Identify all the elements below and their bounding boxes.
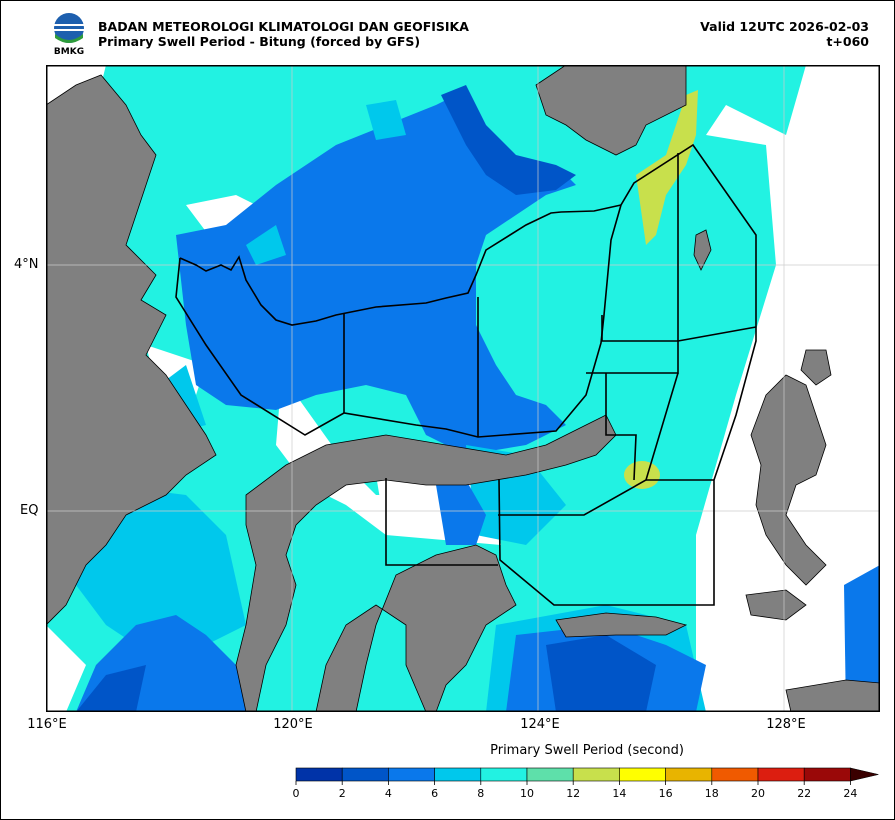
colorbar-swatch — [665, 767, 713, 782]
bmkg-logo: BMKG — [54, 13, 84, 56]
colorbar-swatch — [619, 767, 666, 782]
lat-label-4n: 4°N — [14, 257, 39, 272]
product-title: Primary Swell Period - Bitung (forced by… — [98, 34, 421, 49]
colorbar: 0 2 4 6 8 10 12 14 16 18 20 22 24 — [293, 767, 879, 800]
sulawesi — [235, 414, 617, 712]
colorbar-tick-label: 22 — [797, 787, 811, 800]
blue-far-southwest — [76, 665, 146, 712]
colorbar-swatch — [434, 767, 482, 782]
colorbar-extend-arrow — [850, 767, 879, 782]
agency-title: BADAN METEOROLOGI KLIMATOLOGI DAN GEOFIS… — [98, 19, 469, 34]
dark-blue-north — [441, 85, 576, 195]
borneo — [46, 74, 217, 626]
colorbar-tick-label: 18 — [705, 787, 719, 800]
colorbar-tick-label: 16 — [659, 787, 673, 800]
blue-east-patch — [844, 565, 880, 712]
blue-gulf — [436, 480, 486, 545]
colorbar-swatch — [388, 767, 435, 782]
colorbar-tick-label: 0 — [293, 787, 300, 800]
seram — [555, 612, 688, 638]
colorbar-swatch — [480, 767, 528, 782]
colorbar-swatch — [526, 767, 574, 782]
colorbar-swatch — [572, 767, 620, 782]
colorbar-tick-label: 14 — [612, 787, 626, 800]
graticule — [46, 65, 880, 712]
sangihe — [693, 229, 712, 271]
lon-label-116: 116°E — [27, 717, 67, 732]
colorbar-swatch — [803, 767, 851, 782]
halmahera — [750, 374, 827, 586]
colorbar-swatch — [341, 767, 389, 782]
svg-text:BMKG: BMKG — [54, 47, 84, 56]
colorbar-tick-label: 12 — [566, 787, 580, 800]
colorbar-swatch — [295, 767, 343, 782]
area-boundaries — [175, 143, 757, 606]
colorbar-tick-label: 24 — [843, 787, 857, 800]
colorbar-tick-label: 4 — [385, 787, 392, 800]
lon-label-128: 128°E — [766, 717, 806, 732]
lat-label-eq: EQ — [20, 503, 39, 518]
valid-time: Valid 12UTC 2026-02-03 — [700, 19, 869, 34]
southeast-land — [785, 679, 880, 712]
colorbar-tick-label: 10 — [520, 787, 534, 800]
colorbar-tick-label: 6 — [431, 787, 438, 800]
swell-period-map — [46, 65, 880, 712]
colorbar-tick-label: 20 — [751, 787, 765, 800]
lon-label-120: 120°E — [273, 717, 313, 732]
blue-zone-north — [176, 95, 576, 455]
dark-blue-south — [546, 635, 656, 712]
buru-area — [745, 589, 807, 621]
colorbar-tick-label: 2 — [339, 787, 346, 800]
colorbar-title: Primary Swell Period (second) — [490, 743, 684, 758]
colorbar-swatch — [711, 767, 759, 782]
morotai — [800, 349, 832, 386]
lead-time: t+060 — [826, 34, 869, 49]
lon-label-124: 124°E — [520, 717, 560, 732]
colorbar-swatch — [757, 767, 805, 782]
yellow-green-zone — [624, 90, 698, 489]
colorbar-tick-label: 8 — [477, 787, 484, 800]
land — [46, 65, 880, 712]
mindanao — [535, 65, 687, 156]
